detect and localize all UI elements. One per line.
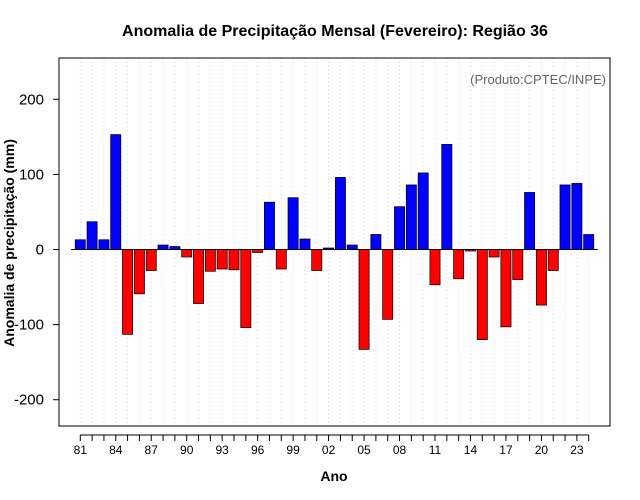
bar-1998 [275,249,287,270]
bar-2011 [429,249,441,286]
bar-2022 [559,184,571,250]
x-tick-label: 08 [393,443,407,457]
y-axis: -200 -100 0 100 200 [14,91,59,409]
y-axis-title: Anomalia de precipitação (mm) [1,139,17,347]
x-tick-label: 93 [215,443,229,457]
bar-1982 [86,221,98,250]
credit-annotation: (Produto:CPTEC/INPE) [470,72,606,87]
y-tick-label: 0 [36,242,44,259]
bar-1994 [228,249,240,271]
bar-2007 [382,249,394,320]
chart-title: Anomalia de Precipitação Mensal (Feverei… [122,23,548,40]
bar-2010 [417,172,429,250]
x-tick-label: 14 [464,443,478,457]
x-tick-label: 96 [251,443,265,457]
bars [74,134,595,350]
bar-1985 [122,249,134,335]
bar-1986 [133,249,145,295]
bar-1993 [216,249,228,270]
bar-1995 [240,249,252,328]
bar-2024 [583,234,595,250]
bar-1983 [98,239,110,250]
bar-1992 [204,249,216,272]
bar-1988 [157,244,169,250]
bar-2003 [334,177,346,250]
bar-2005 [358,249,370,350]
y-tick-label: -200 [14,392,44,409]
bar-2001 [311,249,323,271]
bar-2015 [476,249,488,340]
x-tick-label: 20 [535,443,549,457]
bar-1997 [264,201,275,250]
bar-2019 [524,192,536,250]
x-tick-label: 90 [180,443,194,457]
bar-1991 [193,249,204,304]
bar-2009 [405,184,417,250]
bar-2006 [370,234,382,250]
bar-2021 [547,249,559,271]
bar-2020 [535,249,547,306]
bar-1987 [145,249,157,271]
bar-2023 [571,183,583,250]
bar-2000 [299,238,311,250]
plot-frame [58,57,611,427]
x-tick-label: 84 [109,443,123,457]
bar-2013 [453,249,465,280]
bar-1984 [110,134,122,250]
y-tick-label: 100 [19,166,44,183]
x-tick-label: 23 [570,443,584,457]
x-tick-label: 87 [145,443,159,457]
vertical-grid [79,58,590,426]
bar-2012 [441,144,453,250]
x-tick-label: 05 [357,443,371,457]
bar-1990 [181,249,193,258]
bar-1999 [287,197,299,250]
x-axis: 81 84 87 90 93 96 99 02 05 08 11 14 17 20 23 [74,434,590,457]
y-tick-label: -100 [14,317,44,334]
bar-2008 [394,206,405,250]
bar-1981 [74,239,86,250]
bar-2017 [500,249,512,328]
x-axis-title: Ano [320,468,347,484]
x-tick-label: 17 [499,443,513,457]
bar-2016 [488,249,500,258]
bar-2004 [346,244,358,250]
x-tick-label: 99 [286,443,300,457]
x-tick-label: 81 [74,443,88,457]
x-tick-label: 11 [429,443,442,457]
y-tick-label: 200 [19,91,44,108]
x-tick-label: 02 [322,443,336,457]
bar-2018 [512,249,524,280]
